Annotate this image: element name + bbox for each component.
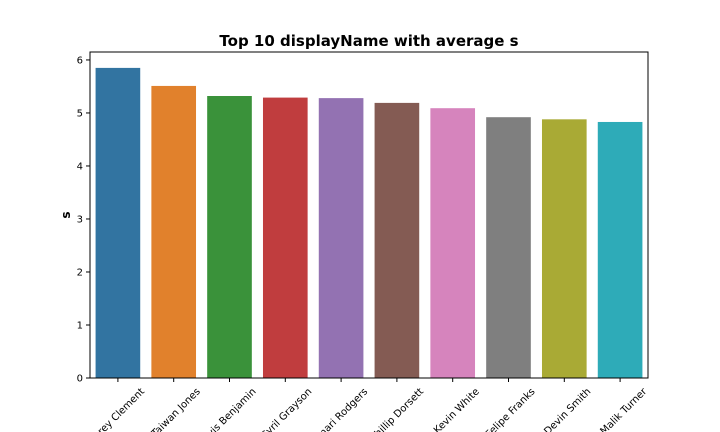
- x-tick-label: Taiwan Jones: [149, 386, 203, 432]
- bar-kevin-white: [430, 108, 476, 378]
- bar-jamari-rodgers: [318, 98, 364, 379]
- y-ticks-group: 0 1 2 3 4 5 6: [77, 55, 90, 385]
- chart-title: Top 10 displayName with average s: [219, 32, 518, 50]
- x-tick-label: Phillip Dorsett: [369, 386, 426, 432]
- bar-phillip-dorsett: [374, 102, 420, 378]
- x-tick-label: Travis Benjamin: [194, 386, 258, 432]
- y-tick-label: 4: [77, 161, 83, 172]
- x-tick-label: Cyril Grayson: [259, 386, 314, 432]
- y-axis-label: s: [59, 211, 73, 218]
- x-tick-label: Corey Clement: [87, 386, 147, 432]
- y-tick-label: 1: [77, 320, 83, 331]
- bar-corey-clement: [95, 67, 141, 379]
- x-tick-label: Jamari Rodgers: [308, 386, 370, 432]
- plot-frame: [89, 51, 649, 379]
- y-tick-label: 0: [77, 374, 83, 385]
- y-tick-label: 2: [77, 267, 83, 278]
- x-tick-label: Malik Turner: [598, 386, 649, 432]
- y-tick-label: 3: [77, 214, 83, 225]
- bar-devin-smith: [541, 119, 587, 378]
- bar-malik-turner: [597, 121, 643, 378]
- y-tick-label: 5: [77, 108, 83, 119]
- bar-cyril-grayson: [262, 97, 308, 378]
- bar-taiwan-jones: [151, 85, 197, 379]
- bars-group: [95, 67, 643, 379]
- bar-felipe-franks: [486, 117, 531, 378]
- x-tick-label: Felipe Franks: [484, 386, 538, 432]
- x-tick-label: Devin Smith: [542, 386, 593, 432]
- bar-travis-benjamin: [207, 96, 252, 378]
- y-tick-label: 6: [77, 55, 83, 66]
- x-tick-label: Kevin White: [432, 386, 482, 432]
